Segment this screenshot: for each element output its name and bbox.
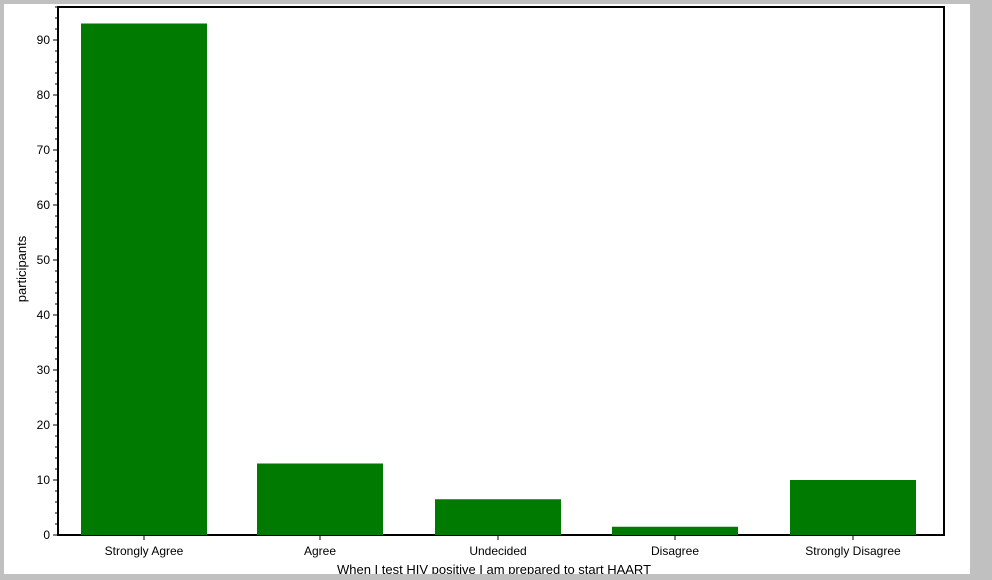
y-tick-label: 80 [37,88,51,102]
x-tick-label: Agree [304,544,336,558]
y-tick-label: 20 [37,418,51,432]
x-tick-label: Undecided [469,544,526,558]
x-axis-title: When I test HIV positive I am prepared t… [337,562,651,574]
x-axis-labels: Strongly Agree Agree Undecided Disagree Stro… [105,535,901,558]
chart-panel: 0 10 20 30 40 50 60 70 80 90 Strongly Agree Agree U… [4,4,970,574]
y-tick-label: 50 [37,253,51,267]
y-axis-title: participants [14,235,29,302]
x-tick-label: Disagree [651,544,699,558]
bar-agree [257,463,383,535]
y-tick-label: 70 [37,143,51,157]
x-tick-label: Strongly Disagree [805,544,901,558]
bar-undecided [435,499,561,535]
bar-strongly-disagree [790,480,916,535]
y-tick-label: 60 [37,198,51,212]
bars [81,23,916,535]
bar-strongly-agree [81,23,207,535]
y-tick-label: 90 [37,33,51,47]
y-tick-label: 40 [37,308,51,322]
bar-chart: 0 10 20 30 40 50 60 70 80 90 Strongly Agree Agree U… [14,6,945,574]
y-axis-ticks: 0 10 20 30 40 50 60 70 80 90 [37,6,58,542]
x-tick-label: Strongly Agree [105,544,184,558]
bar-disagree [612,526,738,535]
y-tick-label: 10 [37,473,51,487]
y-tick-label: 30 [37,363,51,377]
y-tick-label: 0 [43,528,50,542]
